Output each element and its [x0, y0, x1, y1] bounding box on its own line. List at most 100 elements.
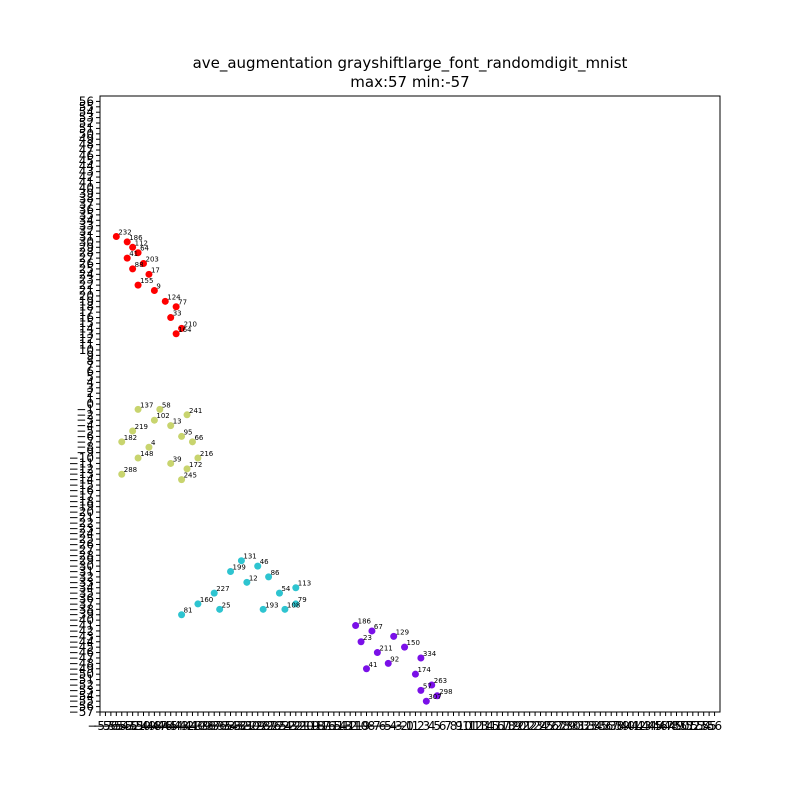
y-tick-label: 32 [79, 224, 94, 238]
point-label: 288 [124, 466, 137, 474]
x-tick-label: −18 [299, 719, 324, 733]
y-tick-label: −29 [69, 554, 94, 568]
x-tick-label: 3 [422, 719, 430, 733]
y-tick-label: −3 [76, 413, 94, 427]
x-tick-label: −31 [229, 719, 254, 733]
x-tick-label: 23 [527, 719, 542, 733]
x-tick-label: −8 [358, 719, 376, 733]
point-label: 172 [189, 461, 202, 469]
y-tick-label: 56 [79, 94, 94, 108]
x-tick-label: −10 [343, 719, 368, 733]
point-label: 174 [417, 666, 431, 674]
point-label: 39 [173, 455, 182, 463]
x-tick-label: 7 [444, 719, 452, 733]
y-tick-label: −26 [69, 537, 94, 551]
y-tick-label: −4 [76, 419, 94, 433]
x-tick-label: −16 [310, 719, 335, 733]
x-tick-label: 35 [593, 719, 608, 733]
y-tick-label: −19 [69, 500, 94, 514]
data-point [118, 438, 126, 446]
x-tick-label: −34 [212, 719, 237, 733]
y-tick-label: 14 [79, 321, 94, 335]
y-tick-label: 44 [79, 159, 94, 173]
data-point [237, 557, 245, 565]
x-tick-label: 29 [560, 719, 575, 733]
data-point [352, 622, 360, 630]
x-axis-ticks: −57−56−55−54−53−52−51−50−49−48−47−46−45−… [87, 712, 722, 733]
y-tick-label: −9 [76, 446, 94, 460]
point-label: 219 [135, 423, 148, 431]
y-tick-label: −6 [76, 429, 94, 443]
x-tick-label: −55 [98, 719, 123, 733]
point-label: 112 [135, 239, 148, 247]
point-label: 81 [184, 607, 193, 615]
data-point [194, 600, 202, 608]
y-tick-label: 16 [79, 311, 94, 325]
chart-title: ave_augmentation grayshiftlarge_font_ran… [192, 54, 628, 72]
y-tick-label: −57 [69, 705, 94, 719]
y-tick-label: 2 [86, 386, 94, 400]
point-label: 263 [434, 677, 447, 685]
point-label: 12 [249, 574, 258, 582]
y-tick-label: 0 [86, 397, 94, 411]
y-tick-label: −34 [69, 581, 94, 595]
x-tick-label: 26 [544, 719, 559, 733]
x-tick-label: −11 [338, 719, 363, 733]
x-tick-label: 37 [604, 719, 619, 733]
x-tick-label: −43 [163, 719, 188, 733]
y-tick-label: −35 [69, 586, 94, 600]
x-tick-label: −23 [272, 719, 297, 733]
data-point [178, 611, 186, 619]
x-tick-label: 48 [663, 719, 678, 733]
data-point [411, 670, 419, 678]
x-tick-label: 14 [478, 719, 493, 733]
x-tick-label: 2 [417, 719, 425, 733]
y-tick-label: 50 [79, 127, 94, 141]
y-tick-label: 33 [79, 219, 94, 233]
point-label: 203 [146, 256, 159, 264]
y-tick-label: −48 [69, 656, 94, 670]
y-tick-label: −11 [69, 456, 94, 470]
y-tick-label: 1 [86, 392, 94, 406]
data-point [227, 568, 235, 576]
y-tick-label: −17 [69, 489, 94, 503]
y-tick-label: 36 [79, 202, 94, 216]
y-tick-label: 4 [86, 375, 94, 389]
y-tick-label: −38 [69, 602, 94, 616]
point-label: 95 [184, 428, 193, 436]
data-point [161, 297, 169, 305]
x-tick-label: 17 [495, 719, 510, 733]
x-tick-label: 27 [549, 719, 564, 733]
x-tick-label: 22 [522, 719, 537, 733]
x-tick-label: 32 [576, 719, 591, 733]
x-tick-label: −12 [332, 719, 357, 733]
x-tick-label: −35 [207, 719, 232, 733]
x-tick-label: 47 [658, 719, 673, 733]
y-tick-label: 18 [79, 300, 94, 314]
y-tick-label: 34 [79, 213, 94, 227]
y-tick-label: −54 [69, 689, 94, 703]
point-label: 232 [118, 228, 131, 236]
y-tick-label: 45 [79, 154, 94, 168]
y-tick-label: −44 [69, 635, 94, 649]
data-point [167, 314, 175, 322]
y-tick-label: −47 [69, 651, 94, 665]
point-label: 155 [140, 277, 153, 285]
point-label: 17 [151, 266, 160, 274]
y-tick-label: 53 [79, 111, 94, 125]
y-tick-label: 43 [79, 165, 94, 179]
data-points [112, 232, 441, 705]
y-tick-label: 23 [79, 273, 94, 287]
point-label: 137 [140, 401, 153, 409]
data-point [123, 238, 131, 246]
data-point [368, 627, 376, 635]
data-point [422, 697, 430, 705]
point-label: 210 [184, 320, 197, 328]
y-tick-label: −40 [69, 613, 94, 627]
data-point [390, 632, 398, 640]
y-tick-label: −12 [69, 462, 94, 476]
y-tick-label: −14 [69, 473, 94, 487]
x-tick-label: 18 [500, 719, 515, 733]
x-tick-label: −27 [250, 719, 275, 733]
y-tick-label: 38 [79, 192, 94, 206]
